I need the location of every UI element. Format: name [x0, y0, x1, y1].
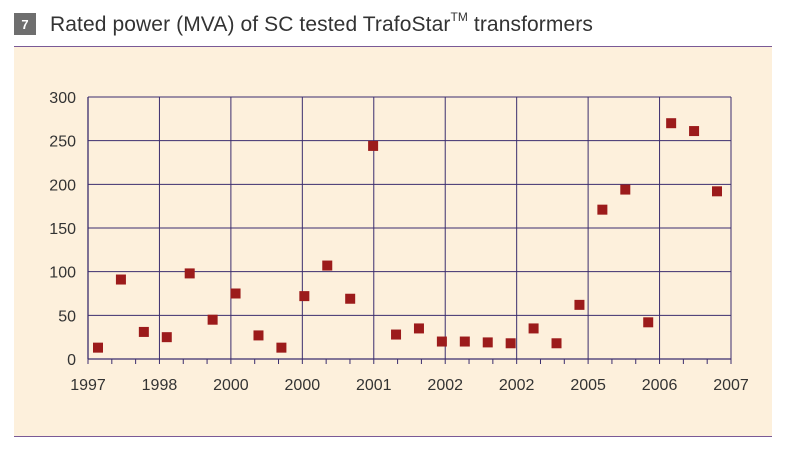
data-point	[620, 184, 631, 195]
x-tick-label: 2005	[570, 377, 606, 394]
y-tick-label: 50	[58, 308, 76, 325]
x-tick-label: 2002	[427, 377, 463, 394]
data-point	[666, 118, 677, 129]
y-tick-label: 250	[49, 134, 76, 151]
data-point	[138, 326, 149, 337]
data-point	[436, 336, 447, 347]
data-point	[161, 332, 172, 343]
data-point	[689, 126, 700, 137]
data-point	[368, 140, 379, 151]
data-point	[276, 342, 287, 353]
y-tick-label: 300	[49, 90, 76, 107]
figure-number-badge: 7	[14, 13, 36, 35]
data-point	[551, 338, 562, 349]
data-point	[597, 204, 608, 215]
y-tick-label: 200	[49, 177, 76, 194]
trademark-superscript: TM	[450, 9, 468, 24]
plot-background	[14, 47, 772, 436]
chart-panel: 0 50 100 150 200 250 300 1997 1998 2000 2000 2001 20…	[14, 47, 772, 436]
chart-title-main: Rated power (MVA) of SC tested TrafoStar	[50, 12, 451, 36]
data-point	[413, 323, 424, 334]
bottom-rule	[14, 436, 772, 437]
top-rule	[14, 46, 772, 47]
data-point	[505, 338, 516, 349]
x-tick-label: 1998	[142, 377, 178, 394]
figure-header: 7 Rated power (MVA) of SC tested TrafoSt…	[14, 8, 593, 40]
data-point	[230, 288, 241, 299]
x-tick-label: 2007	[713, 377, 749, 394]
data-point	[93, 342, 103, 353]
x-tick-label: 2002	[499, 377, 535, 394]
data-point	[712, 186, 722, 197]
data-point	[345, 293, 356, 304]
x-tick-label: 2006	[642, 377, 678, 394]
data-point	[482, 337, 493, 348]
data-point	[184, 268, 195, 279]
x-tick-label: 2001	[356, 377, 392, 394]
data-point	[299, 291, 310, 302]
data-point	[574, 299, 585, 310]
scatter-chart: 0 50 100 150 200 250 300 1997 1998 2000 2000 2001 20…	[14, 47, 772, 436]
y-tick-label: 100	[49, 265, 76, 282]
data-point	[528, 323, 539, 334]
data-point	[207, 314, 218, 325]
data-point	[115, 274, 126, 285]
x-tick-label: 1997	[70, 377, 106, 394]
chart-title-tail: transformers	[467, 12, 593, 36]
data-point	[459, 336, 470, 347]
y-tick-label: 150	[49, 221, 76, 238]
data-point	[643, 317, 654, 328]
y-tick-label: 0	[67, 352, 76, 369]
x-tick-label: 2000	[213, 377, 249, 394]
data-point	[253, 330, 264, 341]
data-point	[322, 260, 333, 271]
chart-title: Rated power (MVA) of SC tested TrafoStar…	[50, 9, 593, 37]
data-point	[391, 329, 402, 340]
x-tick-label: 2000	[285, 377, 321, 394]
